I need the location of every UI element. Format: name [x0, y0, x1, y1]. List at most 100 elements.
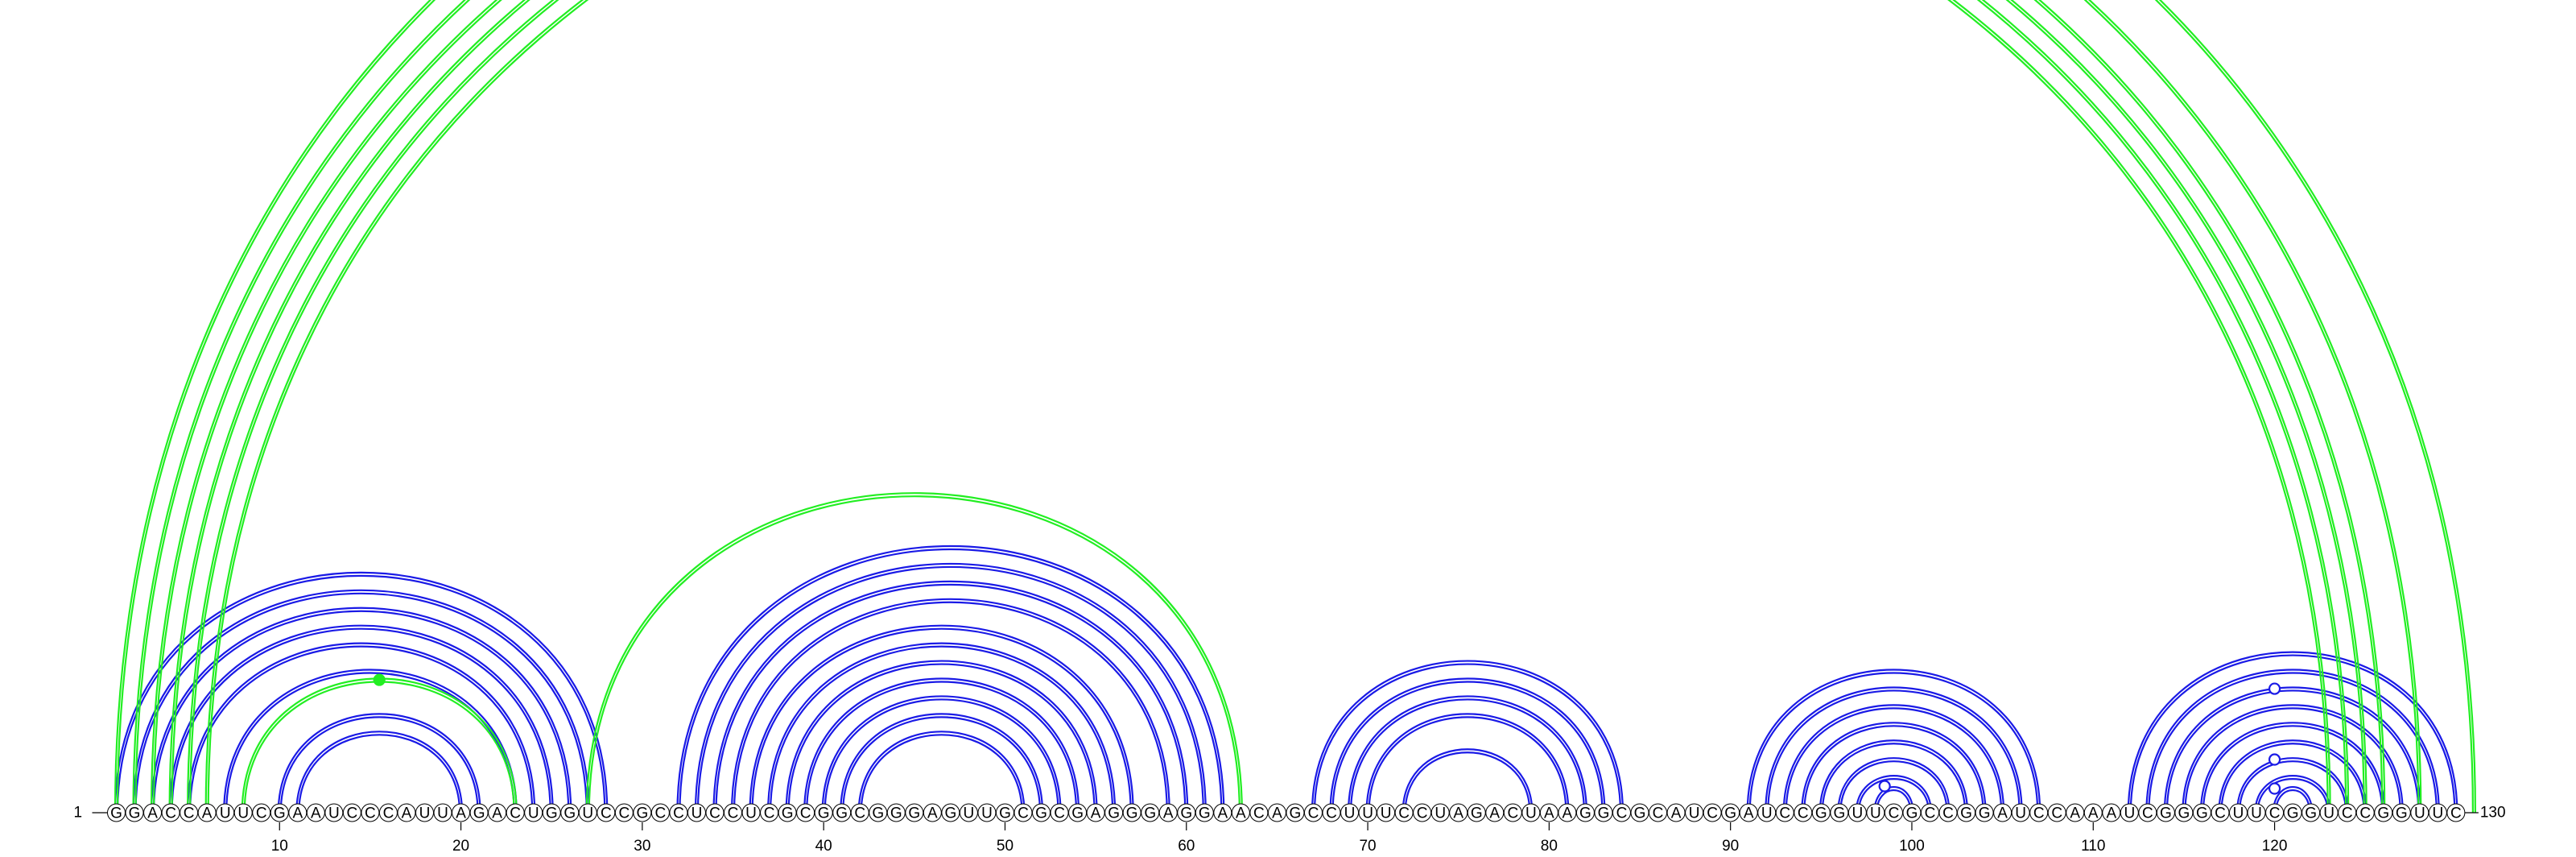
tick-label-100: 100 — [1899, 838, 1925, 855]
nucleotide-letter: C — [2033, 805, 2045, 822]
nucleotide-letter: C — [2051, 805, 2062, 822]
nucleotide: A — [2066, 804, 2084, 822]
nucleotide: U — [2248, 804, 2265, 822]
nucleotide-letter: A — [927, 805, 938, 822]
crossing-base-pair-arc-4-125-inner — [172, 0, 2364, 813]
nucleotide: C — [1776, 804, 1794, 822]
nucleotide-letter: U — [981, 805, 993, 822]
nucleotide-letter: G — [564, 805, 576, 822]
tick-label-90: 90 — [1722, 838, 1739, 855]
nucleotide-letter: G — [818, 805, 830, 822]
nucleotide-letter: A — [2088, 805, 2099, 822]
nucleotide-letter: A — [292, 805, 303, 822]
nucleotide: A — [1740, 804, 1757, 822]
nucleotide: A — [1214, 804, 1232, 822]
nucleotide: G — [126, 804, 143, 822]
nucleotide: A — [1268, 804, 1286, 822]
nucleotide: C — [1014, 804, 1032, 822]
nucleotide: U — [687, 804, 705, 822]
arc-marker-open-5 — [1880, 781, 1890, 792]
crossing-base-pair-arc-8-23-inner — [245, 681, 514, 813]
nucleotide: G — [543, 804, 560, 822]
nucleotide-letter: U — [1381, 805, 1392, 822]
nucleotide-letter: U — [2124, 805, 2135, 822]
nucleotide: A — [2084, 804, 2102, 822]
nucleotide-letter: C — [1054, 805, 1065, 822]
nested-base-pair-arc-94-104 — [1802, 722, 1985, 813]
nucleotide: G — [1468, 804, 1485, 822]
nucleotide: A — [1232, 804, 1249, 822]
nucleotide: G — [1195, 804, 1213, 822]
nucleotide: U — [1359, 804, 1377, 822]
nucleotide-letter: C — [1653, 805, 1664, 822]
nucleotide: C — [2266, 804, 2284, 822]
nested-base-pair-arc-11-20 — [296, 731, 462, 813]
nucleotide: G — [2157, 804, 2174, 822]
nucleotide-letter: G — [274, 805, 286, 822]
nested-base-pair-arc-42-51 — [859, 731, 1025, 813]
nucleotide-letter: U — [1525, 805, 1537, 822]
nucleotide: C — [1304, 804, 1322, 822]
nucleotide-letter: A — [1272, 805, 1282, 822]
nucleotide-letter: U — [582, 805, 593, 822]
nucleotide: C — [1939, 804, 1957, 822]
nucleotide-letter: C — [510, 805, 521, 822]
crossing-base-pair-arc-6-123 — [206, 0, 2330, 813]
nucleotide-letter: A — [1997, 805, 2008, 822]
nucleotide-letter: G — [999, 805, 1011, 822]
nested-base-pair-arc-72-79 — [1403, 749, 1533, 813]
nucleotide: A — [307, 804, 324, 822]
nucleotide: C — [361, 804, 379, 822]
nucleotide-letter: C — [256, 805, 267, 822]
nucleotide: A — [1087, 804, 1104, 822]
nucleotide: A — [1159, 804, 1177, 822]
nucleotide-letter: U — [1344, 805, 1356, 822]
nucleotide: U — [1848, 804, 1866, 822]
nucleotide: G — [815, 804, 832, 822]
nucleotide: G — [778, 804, 796, 822]
nucleotide: U — [1377, 804, 1395, 822]
nucleotide-letter: U — [1689, 805, 1700, 822]
nucleotide-letter: G — [1598, 805, 1610, 822]
nucleotide: U — [525, 804, 543, 822]
nucleotide: U — [1431, 804, 1449, 822]
crossing-base-pair-arc-1-131 — [115, 0, 2475, 813]
nucleotide-letter: A — [202, 805, 213, 822]
nucleotide-letter: C — [165, 805, 176, 822]
nucleotide: G — [869, 804, 887, 822]
nucleotide-letter: G — [836, 805, 848, 822]
nested-base-pair-arc-10-21 — [279, 714, 481, 813]
arc-marker-filled-0 — [374, 675, 385, 685]
nucleotide: G — [1123, 804, 1141, 822]
nucleotide-letter: A — [1236, 805, 1246, 822]
nucleotide: G — [887, 804, 905, 822]
position-axis: 10 20 30 40 50 60 70 80 90 100 110 120 — [271, 822, 2288, 855]
nucleotide-letter: U — [691, 805, 703, 822]
nucleotide-letter: U — [745, 805, 757, 822]
nucleotide: U — [742, 804, 760, 822]
nucleotide-letter: G — [2305, 805, 2317, 822]
nucleotide-letter: G — [1035, 805, 1047, 822]
nucleotide: G — [2175, 804, 2193, 822]
nucleotide: G — [470, 804, 488, 822]
nucleotide-letter: G — [1979, 805, 1991, 822]
nested-base-pair-arc-39-54-inner — [807, 681, 1076, 813]
nucleotide-letter: U — [1852, 805, 1864, 822]
nucleotide-letter: A — [1563, 805, 1573, 822]
nucleotide-letter: C — [1707, 805, 1718, 822]
nucleotide-letter: G — [782, 805, 794, 822]
nucleotide-letter: C — [347, 805, 358, 822]
nucleotide: U — [416, 804, 434, 822]
tick-label-40: 40 — [815, 838, 832, 855]
nucleotide-letter: G — [1960, 805, 1972, 822]
crossing-base-pair-arc-27-63 — [587, 493, 1242, 813]
tick-label-70: 70 — [1359, 838, 1376, 855]
nucleotide: C — [1612, 804, 1630, 822]
nucleotide: U — [1686, 804, 1703, 822]
nucleotide-letter: A — [2106, 805, 2116, 822]
nucleotide-letter: G — [1108, 805, 1120, 822]
nucleotide: C — [851, 804, 869, 822]
nucleotide: G — [1631, 804, 1649, 822]
nested-base-pair-arc-34-60-inner — [716, 585, 1185, 813]
